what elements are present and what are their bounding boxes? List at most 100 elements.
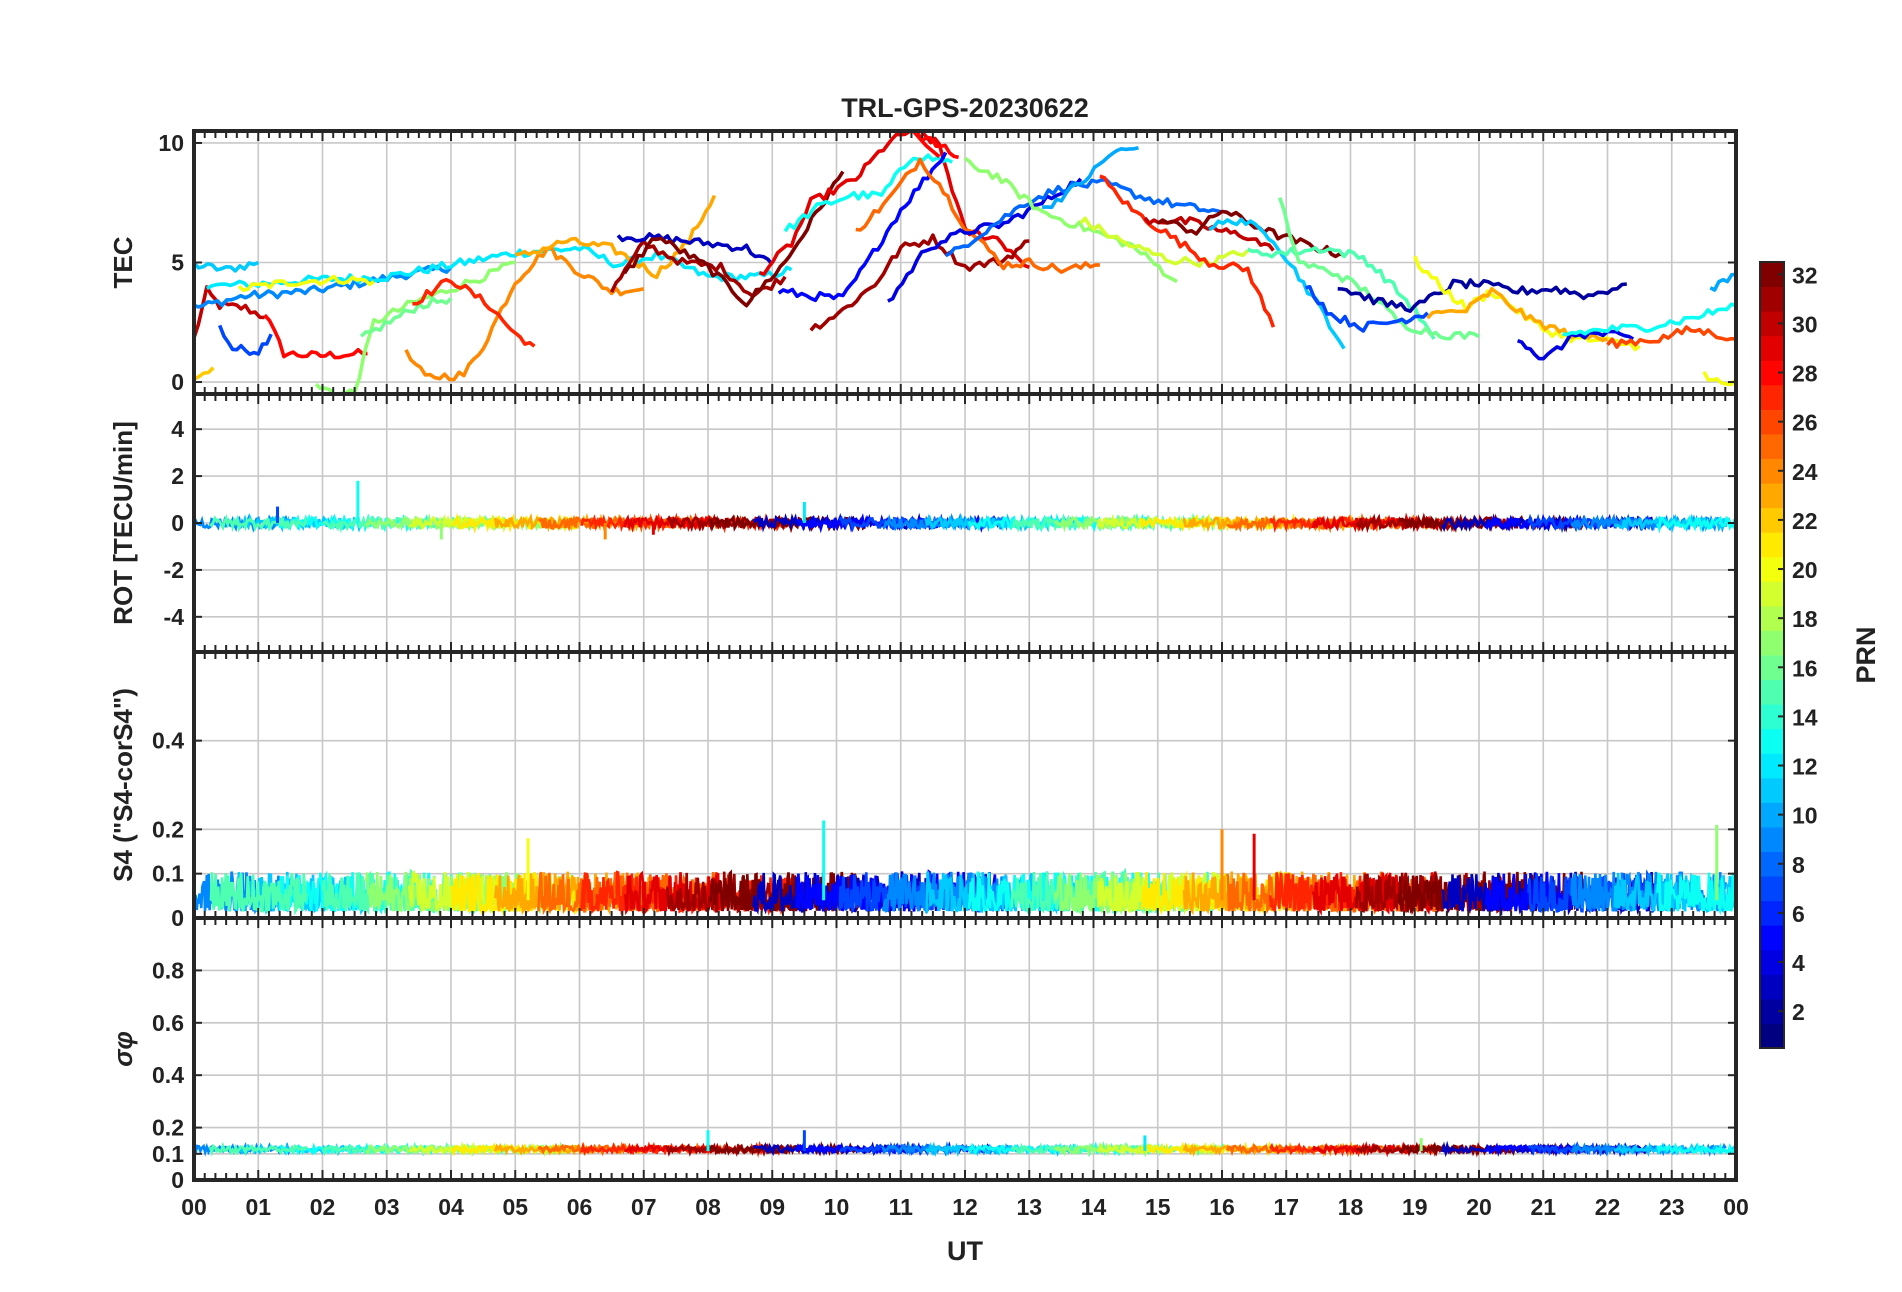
y-tick-label: 0.6 bbox=[152, 1010, 184, 1036]
tec-series-prn-28 bbox=[263, 313, 368, 360]
y-tick-label: 10 bbox=[158, 130, 184, 156]
x-tick-label: 16 bbox=[1209, 1194, 1235, 1220]
colorbar-segment bbox=[1760, 826, 1784, 852]
colorbar-tick-label: 20 bbox=[1792, 557, 1818, 583]
trace-prn-15 bbox=[209, 513, 308, 533]
tec-series-prn-4 bbox=[887, 177, 1083, 303]
y-tick-label: -2 bbox=[164, 557, 184, 583]
trace-prn-13 bbox=[1656, 871, 1736, 916]
tec-series-prn-20 bbox=[1413, 255, 1641, 352]
trace-prn-9 bbox=[194, 514, 291, 533]
y-tick-label: 0 bbox=[171, 510, 184, 536]
colorbar-tick-label: 6 bbox=[1792, 901, 1805, 927]
tec-series-prn-13 bbox=[783, 153, 953, 233]
y-tick-label: 0.4 bbox=[152, 728, 184, 754]
tec-series-prn-24 bbox=[404, 246, 645, 382]
y-tick-label: 0 bbox=[171, 905, 184, 931]
tec-series-prn-7 bbox=[218, 324, 273, 356]
x-tick-label: 00 bbox=[1723, 1194, 1749, 1220]
x-tick-label: 12 bbox=[952, 1194, 978, 1220]
x-tick-label: 04 bbox=[438, 1194, 464, 1220]
panel-tec: 0 5 10 TEC bbox=[108, 129, 1738, 396]
y-tick-label: 0.8 bbox=[152, 957, 184, 983]
y-axis-label: σφ bbox=[108, 1031, 138, 1067]
tec-series-prn-5 bbox=[777, 151, 948, 303]
tec-series-prn-8 bbox=[944, 178, 1223, 258]
colorbar-tick-label: 30 bbox=[1792, 311, 1818, 337]
x-tick-label: 21 bbox=[1530, 1194, 1556, 1220]
colorbar-tick-label: 2 bbox=[1792, 999, 1805, 1025]
colorbar-box bbox=[1759, 261, 1785, 1049]
colorbar-segment bbox=[1760, 433, 1784, 459]
colorbar-tick-label: 4 bbox=[1792, 950, 1805, 976]
trace-prn-7 bbox=[1527, 513, 1656, 534]
colorbar-label: PRN bbox=[1851, 626, 1881, 683]
tec-series-prn-26 bbox=[1606, 325, 1736, 349]
trace-prn-5 bbox=[1484, 513, 1583, 532]
tec-series-prn-28 bbox=[911, 131, 959, 160]
tec-series-prn-23 bbox=[515, 194, 717, 280]
x-axis-label: UT bbox=[947, 1236, 983, 1266]
trace-prn-11 bbox=[1613, 513, 1736, 534]
tec-series-prn-16 bbox=[359, 296, 453, 338]
x-tick-label: 14 bbox=[1081, 1194, 1107, 1220]
tec-series-prn-27 bbox=[1099, 174, 1276, 328]
tec-series-prn-20 bbox=[1702, 370, 1736, 387]
x-tick-label: 15 bbox=[1145, 1194, 1171, 1220]
colorbar-tick-label: 22 bbox=[1792, 508, 1818, 534]
colorbar-segment bbox=[1760, 384, 1784, 410]
colorbar-segment bbox=[1760, 876, 1784, 902]
colorbar-tick-label: 28 bbox=[1792, 361, 1818, 387]
tec-series-prn-17 bbox=[963, 156, 1178, 284]
tec-series-prn-4 bbox=[1516, 329, 1635, 361]
colorbar-tick-label: 24 bbox=[1792, 459, 1818, 485]
data-layer bbox=[194, 480, 1736, 540]
x-tick-label: 22 bbox=[1595, 1194, 1621, 1220]
tec-series-prn-15 bbox=[1246, 246, 1436, 340]
x-tick-label: 17 bbox=[1273, 1194, 1299, 1220]
x-tick-label: 07 bbox=[631, 1194, 657, 1220]
colorbar-segment bbox=[1760, 777, 1784, 803]
y-tick-label: 4 bbox=[171, 416, 184, 442]
colorbar-segment bbox=[1760, 925, 1784, 951]
trace-prn-13 bbox=[1656, 1142, 1736, 1156]
tec-series-prn-27 bbox=[412, 277, 536, 348]
panel-sigma-phi: 00.10.2 0.4 0.6 0.8 σφ bbox=[108, 916, 1738, 1193]
colorbar-segment bbox=[1760, 483, 1784, 509]
colorbar-segment bbox=[1760, 286, 1784, 312]
colorbar-tick-label: 14 bbox=[1792, 704, 1818, 730]
trace-prn-15 bbox=[209, 872, 308, 916]
tec-series-prn-13 bbox=[1562, 302, 1736, 337]
tec-series-prn-30 bbox=[194, 285, 265, 339]
tec-series-prn-32 bbox=[622, 170, 845, 308]
tec-series-prn-10 bbox=[1041, 145, 1139, 210]
y-tick-label: 0.2 bbox=[152, 816, 184, 842]
colorbar-tick-label: 18 bbox=[1792, 606, 1818, 632]
x-tick-label: 01 bbox=[245, 1194, 271, 1220]
y-tick-label: 2 bbox=[171, 463, 184, 489]
x-tick-label: 10 bbox=[824, 1194, 850, 1220]
tec-series-prn-12 bbox=[205, 244, 793, 291]
colorbar-segment bbox=[1760, 335, 1784, 361]
colorbar-segment bbox=[1760, 1023, 1784, 1049]
chart-title: TRL-GPS-20230622 bbox=[841, 93, 1089, 123]
y-axis-label: TEC bbox=[108, 236, 138, 288]
tec-series-prn-2 bbox=[1337, 278, 1627, 313]
panel-rot: -4 -2 0 2 4 ROT [TECU/min] bbox=[108, 392, 1738, 654]
tec-series-prn-31 bbox=[609, 239, 787, 298]
y-tick-label: 0 bbox=[171, 1167, 184, 1193]
panel-s4: 0 0.1 0.2 0.4 S4 ("S4-corS4") bbox=[108, 650, 1738, 931]
colorbar-segment bbox=[1760, 630, 1784, 656]
x-tick-label: 23 bbox=[1659, 1194, 1685, 1220]
colorbar-segment bbox=[1760, 581, 1784, 607]
x-tick-label: 13 bbox=[1016, 1194, 1042, 1220]
x-tick-label: 05 bbox=[502, 1194, 528, 1220]
data-layer bbox=[194, 1130, 1736, 1158]
tec-series-prn-16 bbox=[1278, 197, 1480, 341]
trace-prn-21 bbox=[1139, 1140, 1297, 1157]
colorbar-tick-label: 32 bbox=[1792, 262, 1818, 288]
y-axis-label: ROT [TECU/min] bbox=[108, 421, 138, 625]
tec-series-prn-11 bbox=[1208, 217, 1346, 350]
